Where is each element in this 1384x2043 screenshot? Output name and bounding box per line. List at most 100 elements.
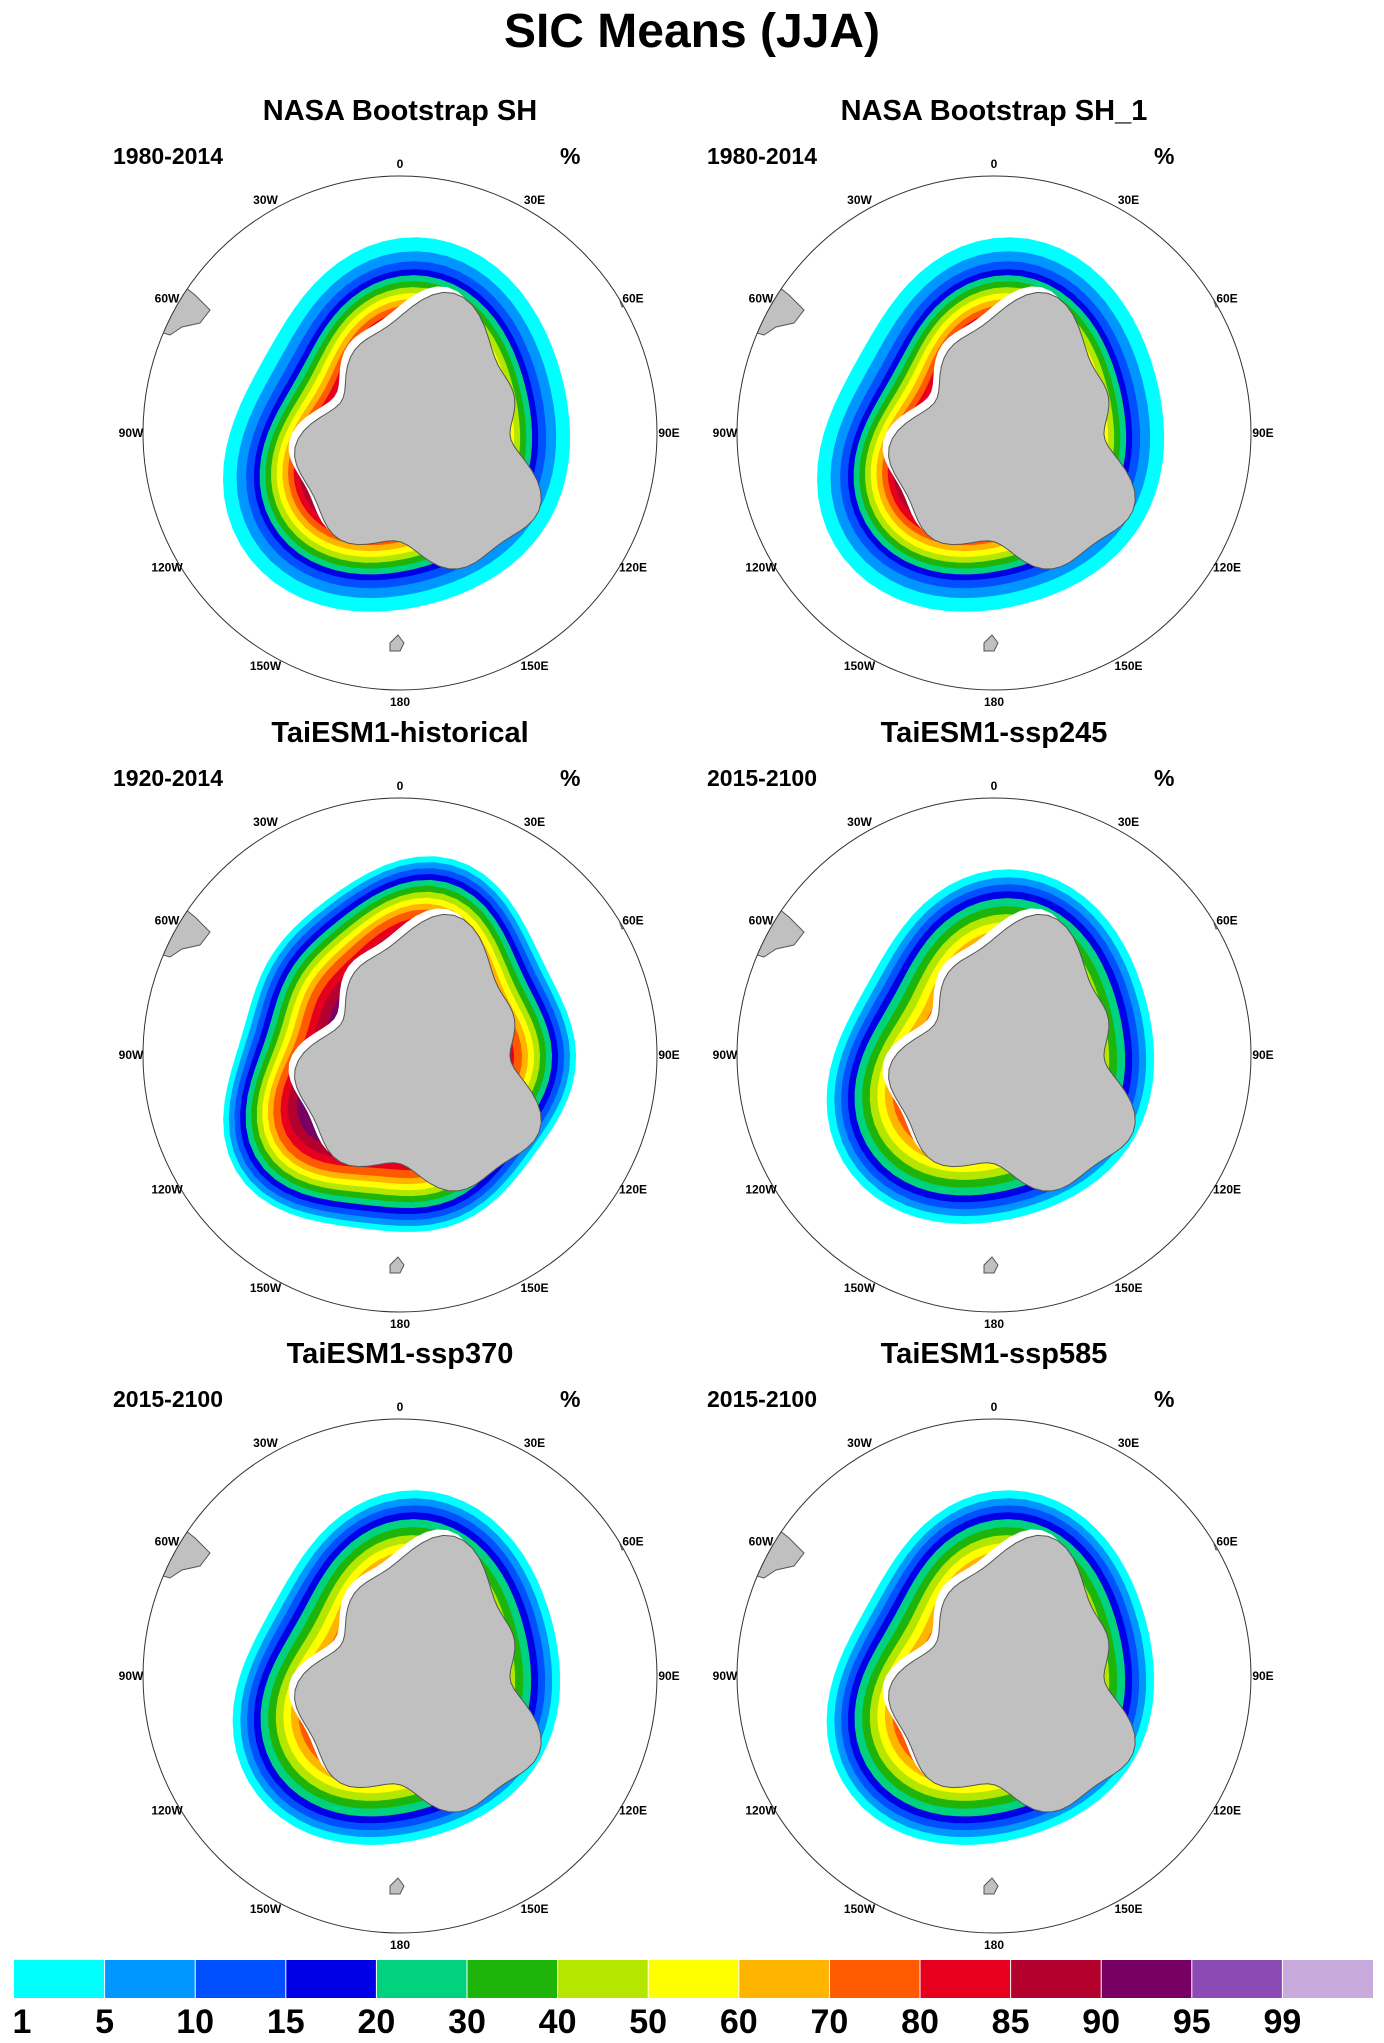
- longitude-label: 150E: [520, 1902, 548, 1916]
- antarctica-landmass: [294, 1534, 542, 1813]
- longitude-label: 30W: [847, 193, 872, 207]
- colorbar-tick-label: 70: [810, 2003, 849, 2041]
- colorbar-swatch: [285, 1960, 377, 1998]
- colorbar-swatch: [195, 1960, 287, 1998]
- antarctica-landmass: [888, 1534, 1136, 1813]
- longitude-label: 30W: [847, 1436, 872, 1450]
- longitude-label: 90E: [658, 1669, 679, 1683]
- longitude-label: 150W: [844, 659, 876, 673]
- longitude-label: 90W: [119, 426, 144, 440]
- colorbar-tick-label: 40: [538, 2003, 577, 2041]
- longitude-label: 120W: [151, 561, 183, 575]
- longitude-label: 90E: [1252, 426, 1273, 440]
- longitude-label: 150E: [1114, 659, 1142, 673]
- panel-title: TaiESM1-ssp585: [880, 1338, 1108, 1370]
- longitude-label: 120W: [745, 561, 777, 575]
- panel-unit: %: [1154, 1386, 1175, 1412]
- longitude-label: 0: [397, 157, 404, 171]
- longitude-label: 90E: [658, 1048, 679, 1062]
- panel-period: 2015-2100: [707, 1386, 817, 1412]
- longitude-label: 120W: [745, 1804, 777, 1818]
- map-boundary: [142, 175, 658, 691]
- longitude-label: 60E: [622, 914, 643, 928]
- longitude-label: 120W: [745, 1183, 777, 1197]
- colorbar-swatch: [557, 1960, 649, 1998]
- longitude-label: 90W: [713, 1048, 738, 1062]
- figure-title: SIC Means (JJA): [503, 5, 881, 58]
- colorbar-swatch: [920, 1960, 1012, 1998]
- colorbar-tick-label: 1: [12, 2003, 32, 2041]
- longitude-label: 0: [397, 1400, 404, 1414]
- map-panel: TaiESM1-historical 1920-2014% 0 30E 60E 90E 12…: [100, 717, 700, 1337]
- panel-period: 2015-2100: [113, 1386, 223, 1412]
- longitude-label: 30E: [524, 815, 545, 829]
- longitude-label: 120E: [619, 561, 647, 575]
- longitude-label: 150E: [1114, 1281, 1142, 1295]
- map-panel: NASA Bootstrap SH 1980-2014% 0 30E 60E 90E 120…: [100, 95, 700, 715]
- longitude-label: 30E: [524, 193, 545, 207]
- longitude-label: 30W: [253, 1436, 278, 1450]
- colorbar-swatch: [467, 1960, 559, 1998]
- panel-unit: %: [560, 765, 581, 791]
- longitude-label: 90E: [658, 426, 679, 440]
- island-landmass: [983, 1256, 999, 1274]
- longitude-label: 90W: [119, 1669, 144, 1683]
- colorbar-tick-label: 99: [1263, 2003, 1302, 2041]
- map-boundary: [142, 797, 658, 1313]
- longitude-label: 120E: [1213, 1804, 1241, 1818]
- longitude-label: 90W: [713, 1669, 738, 1683]
- longitude-label: 60W: [155, 292, 180, 306]
- colorbar-tick-label: 90: [1082, 2003, 1121, 2041]
- panel-title: TaiESM1-ssp370: [286, 1338, 514, 1370]
- island-landmass: [983, 634, 999, 652]
- longitude-label: 120W: [151, 1183, 183, 1197]
- panel-period: 1920-2014: [113, 765, 223, 791]
- longitude-label: 150W: [844, 1281, 876, 1295]
- longitude-label: 180: [390, 695, 410, 709]
- longitude-label: 30W: [847, 815, 872, 829]
- longitude-label: 90E: [1252, 1048, 1273, 1062]
- longitude-label: 180: [390, 1938, 410, 1952]
- longitude-label: 150E: [1114, 1902, 1142, 1916]
- longitude-label: 180: [984, 1317, 1004, 1331]
- colorbar-tick-label: 10: [176, 2003, 215, 2041]
- colorbar-swatch: [104, 1960, 196, 1998]
- colorbar-tick-label: 50: [629, 2003, 668, 2041]
- longitude-label: 60W: [749, 914, 774, 928]
- longitude-label: 30E: [1118, 1436, 1139, 1450]
- longitude-label: 30E: [524, 1436, 545, 1450]
- longitude-label: 90W: [713, 426, 738, 440]
- island-landmass: [389, 634, 405, 652]
- longitude-label: 120E: [1213, 1183, 1241, 1197]
- antarctica-landmass: [888, 913, 1136, 1192]
- longitude-label: 30E: [1118, 815, 1139, 829]
- panel-title: TaiESM1-ssp245: [880, 717, 1108, 749]
- map-boundary: [736, 175, 1252, 691]
- antarctica-landmass: [294, 291, 542, 570]
- longitude-label: 120E: [619, 1804, 647, 1818]
- map-panel: TaiESM1-ssp585 2015-2100% 0 30E 60E 90E 120E 15…: [694, 1338, 1294, 1958]
- panel-unit: %: [1154, 143, 1175, 169]
- colorbar-swatch: [1191, 1960, 1283, 1998]
- polar-map: 0 30E 60E 90E 120E 150E 180 150W 120W 90W 60W 30W: [713, 779, 1274, 1331]
- colorbar: [14, 1960, 1374, 1998]
- panel-period: 1980-2014: [707, 143, 817, 169]
- panel-unit: %: [1154, 765, 1175, 791]
- panel-period: 1980-2014: [113, 143, 223, 169]
- map-boundary: [736, 1418, 1252, 1934]
- panel-title: NASA Bootstrap SH_1: [840, 95, 1148, 127]
- longitude-label: 60E: [1216, 914, 1237, 928]
- colorbar-tick-label: 15: [266, 2003, 305, 2041]
- longitude-label: 120E: [619, 1183, 647, 1197]
- island-landmass: [389, 1256, 405, 1274]
- panel-title: NASA Bootstrap SH: [262, 95, 538, 127]
- colorbar-tick-label: 60: [719, 2003, 758, 2041]
- longitude-label: 150E: [520, 1281, 548, 1295]
- longitude-label: 60W: [749, 1535, 774, 1549]
- longitude-label: 180: [390, 1317, 410, 1331]
- colorbar-tick-label: 5: [95, 2003, 115, 2041]
- longitude-label: 90E: [1252, 1669, 1273, 1683]
- longitude-label: 60E: [622, 1535, 643, 1549]
- longitude-label: 30W: [253, 193, 278, 207]
- island-landmass: [389, 1877, 405, 1895]
